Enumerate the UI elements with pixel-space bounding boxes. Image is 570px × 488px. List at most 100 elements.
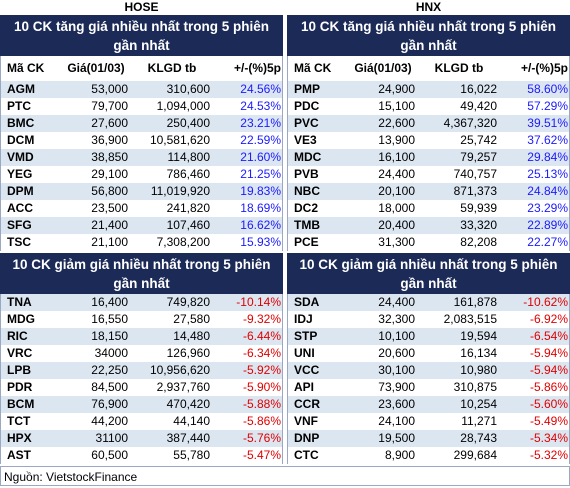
table-cell: 73,900 (378, 380, 415, 394)
table-cell: 49,420 (460, 99, 497, 113)
table-cell: -9.32% (242, 312, 281, 326)
table-cell: 34000 (94, 346, 128, 360)
table-cell: 23,600 (378, 397, 415, 411)
table-cell: 250,400 (166, 116, 210, 130)
table-cell: TMB (294, 218, 320, 232)
table-cell: DCM (7, 133, 35, 147)
table-cell: 53,000 (91, 82, 128, 96)
table-cell: API (294, 380, 315, 394)
table-cell: 10,254 (460, 397, 497, 411)
table-cell: 11,271 (461, 414, 497, 428)
table-row: MDG 16,550 27,580 -9.32% (0, 311, 283, 328)
table-cell: 32,300 (378, 312, 415, 326)
header-row: Mã CK Giá(01/03) KLGD tb +/-(%)5p (0, 56, 283, 81)
table-row: UNI 20,600 16,134 -5.94% (287, 345, 570, 362)
table-cell: 36,900 (91, 133, 128, 147)
table-row: RIC 18,150 14,480 -6.44% (0, 328, 283, 345)
source: Nguồn: VietstockFinance (0, 466, 570, 486)
table-cell: VCC (294, 363, 320, 377)
table-cell: -5.92% (242, 363, 281, 377)
table-cell: LPB (7, 363, 31, 377)
table-row: SDA 24,400 161,878 -10.62% (287, 294, 570, 311)
table-cell: BMC (7, 116, 35, 130)
table-cell: 740,757 (453, 167, 497, 181)
section-body: TNA 16,400 749,820 -10.14% MDG 16,550 27,580 -9… (0, 294, 283, 464)
table-cell: 20,400 (378, 218, 415, 232)
table-row: DCM 36,900 10,581,620 22.59% (0, 132, 283, 149)
table-row: CCR 23,600 10,254 -5.60% (287, 396, 570, 413)
table-cell: 24.56% (240, 82, 281, 96)
table-cell: TCT (7, 414, 31, 428)
table-row: LPB 22,250 10,956,620 -5.92% (0, 362, 283, 379)
table-cell: 44,140 (173, 414, 210, 428)
table-cell: 13,900 (378, 133, 415, 147)
table-cell: 10,980 (460, 363, 497, 377)
table-cell: 55,780 (173, 448, 210, 462)
table-cell: 749,820 (166, 295, 210, 309)
table-cell: 24,100 (378, 414, 415, 428)
section-title: 10 CK tăng giá nhiều nhất trong 5 phiên … (0, 15, 283, 56)
table-cell: 18,000 (378, 201, 415, 215)
table-cell: 871,373 (453, 184, 497, 198)
table-cell: HPX (7, 431, 32, 445)
table-row: TNA 16,400 749,820 -10.14% (0, 294, 283, 311)
table-cell: 24.84% (527, 184, 568, 198)
section-body: SDA 24,400 161,878 -10.62% IDJ 32,300 2,083,51… (287, 294, 570, 464)
table-row: DNP 19,500 28,743 -5.34% (287, 430, 570, 447)
table-cell: 22.27% (527, 235, 568, 249)
table-cell: -5.60% (529, 397, 568, 411)
table-cell: 107,460 (166, 218, 210, 232)
table-cell: 19,594 (460, 329, 497, 343)
table-cell: 16,100 (378, 150, 415, 164)
table-row: DC2 18,000 59,939 23.29% (287, 200, 570, 217)
table-cell: 24,400 (378, 295, 415, 309)
table-cell: 76,900 (91, 397, 128, 411)
table-cell: 79,700 (91, 99, 128, 113)
table-cell: 11,019,920 (150, 184, 210, 198)
table-row: SFG 21,400 107,460 16.62% (0, 217, 283, 234)
table-cell: 57.29% (527, 99, 568, 113)
table-cell: 37.62% (527, 133, 568, 147)
table-cell: 786,460 (166, 167, 210, 181)
header-row: Mã CK Giá(01/03) KLGD tb +/-(%)5p (287, 56, 570, 81)
table-row: TSC 21,100 7,308,200 15.93% (0, 234, 283, 251)
header-cell: Giá(01/03) (67, 61, 125, 75)
section-title: 10 CK giảm giá nhiều nhất trong 5 phiên … (0, 253, 283, 294)
table-cell: 29,100 (91, 167, 128, 181)
section-body: AGM 53,000 310,600 24.56% PTC 79,700 1,094,000… (0, 81, 283, 251)
table-row: MDC 16,100 79,257 29.84% (287, 149, 570, 166)
table-cell: 310,600 (166, 82, 210, 96)
table-row: VNF 24,100 11,271 -5.49% (287, 413, 570, 430)
exchange-label: HOSE (124, 0, 159, 14)
table-cell: 21.60% (240, 150, 281, 164)
table-cell: 22.59% (240, 133, 281, 147)
table-cell: 18,150 (91, 329, 128, 343)
table-cell: SFG (7, 218, 32, 232)
table-cell: VE3 (294, 133, 317, 147)
table-cell: 84,500 (91, 380, 128, 394)
table-cell: AST (7, 448, 31, 462)
exchange-panel: HNX 10 CK tăng giá nhiều nhất trong 5 phi… (287, 0, 570, 464)
table-cell: -5.34% (529, 431, 568, 445)
table-row: YEG 29,100 786,460 21.25% (0, 166, 283, 183)
table-row: DPM 56,800 11,019,920 19.83% (0, 183, 283, 200)
table-cell: 22,250 (91, 363, 128, 377)
table-cell: 31,300 (378, 235, 415, 249)
table-cell: 27,600 (91, 116, 128, 130)
table-cell: 470,420 (166, 397, 210, 411)
table-row: NBC 20,100 871,373 24.84% (287, 183, 570, 200)
table-cell: CTC (294, 448, 319, 462)
table-cell: -10.14% (236, 295, 281, 309)
table-cell: 56,800 (91, 184, 128, 198)
table-row: ACC 23,500 241,820 18.69% (0, 200, 283, 217)
table-cell: 60,500 (91, 448, 128, 462)
table-cell: 299,684 (453, 448, 497, 462)
table-cell: 10,100 (378, 329, 415, 343)
table-cell: MDC (294, 150, 322, 164)
table-cell: BCM (7, 397, 35, 411)
table-cell: -5.94% (529, 346, 568, 360)
table-cell: 15.93% (240, 235, 281, 249)
table-cell: PCE (294, 235, 319, 249)
table-cell: 59,939 (460, 201, 497, 215)
